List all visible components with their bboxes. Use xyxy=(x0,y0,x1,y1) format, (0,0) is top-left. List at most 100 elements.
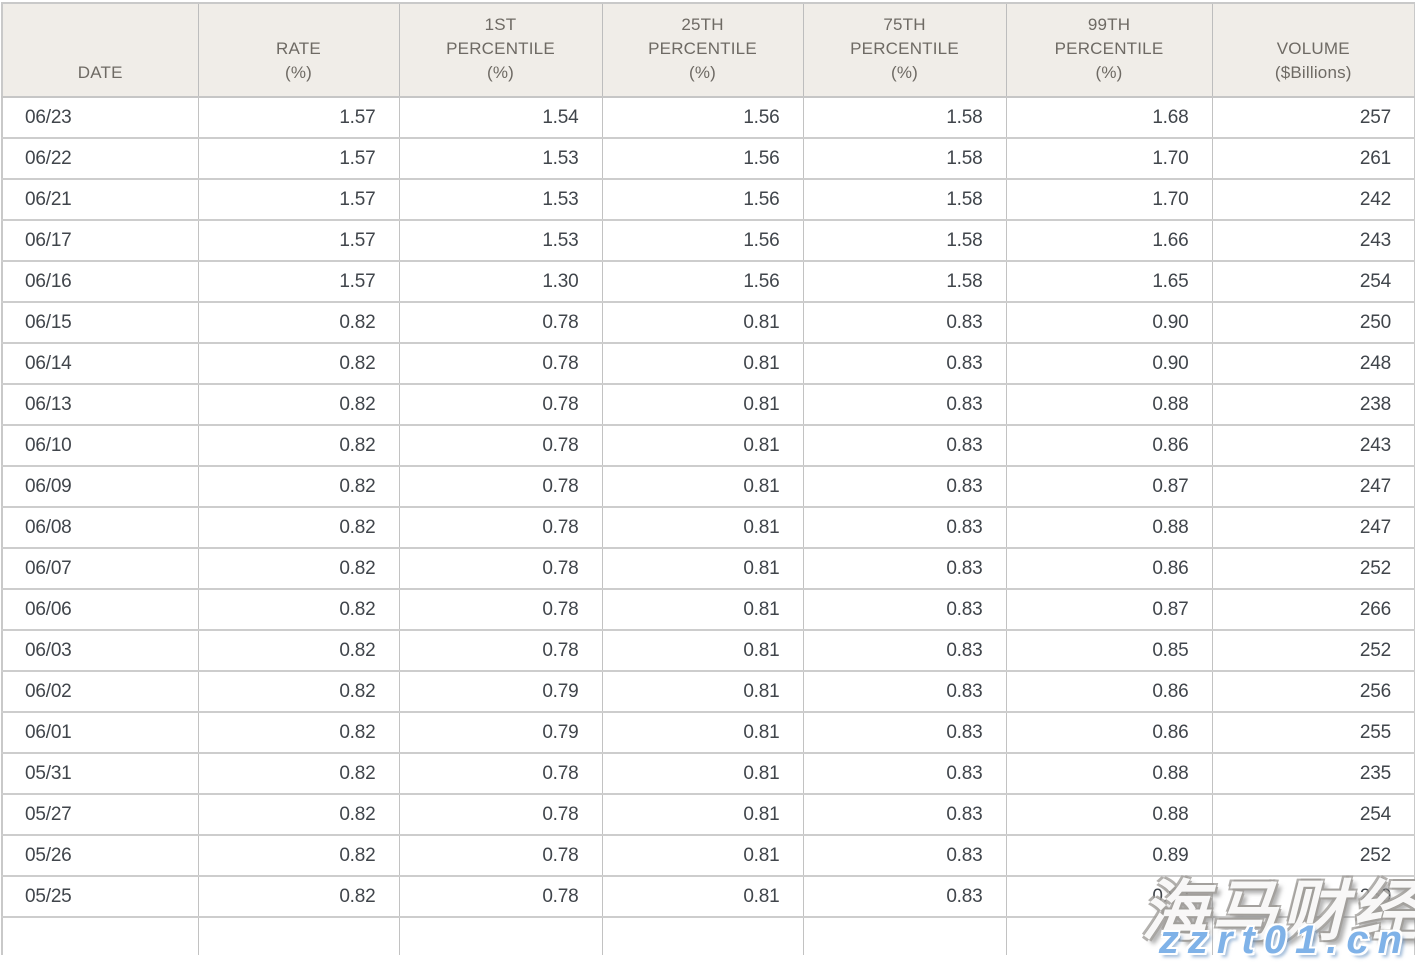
cell-date: 06/03 xyxy=(1,630,199,672)
table-row: 06/15 0.82 0.78 0.81 0.83 0.90 250 xyxy=(1,302,1415,344)
cell-p99: 0.88 xyxy=(1005,753,1213,795)
column-header-p25-line: (%) xyxy=(688,63,717,82)
cell-date: 05/31 xyxy=(1,753,199,795)
cell-p25-empty xyxy=(601,917,804,955)
cell-rate: 0.82 xyxy=(197,302,400,344)
cell-p75: 0.83 xyxy=(802,794,1007,836)
cell-rate: 0.82 xyxy=(197,589,400,631)
cell-rate: 1.57 xyxy=(197,261,400,303)
cell-p99: 0.90 xyxy=(1005,302,1213,344)
cell-p99: 0.88 xyxy=(1005,507,1213,549)
column-header-p01-line: 1ST xyxy=(484,15,517,34)
cell-rate: 1.57 xyxy=(197,97,400,139)
column-header-rate-line: RATE xyxy=(276,39,321,58)
cell-rate: 0.82 xyxy=(197,630,400,672)
cell-volume: 247 xyxy=(1211,507,1415,549)
cell-date: 06/10 xyxy=(1,425,199,467)
cell-p75: 0.83 xyxy=(802,671,1007,713)
cell-date: 06/13 xyxy=(1,384,199,426)
cell-date: 06/17 xyxy=(1,220,199,262)
cell-volume-empty xyxy=(1211,917,1415,955)
cell-date-empty xyxy=(1,917,199,955)
table-row: 06/17 1.57 1.53 1.56 1.58 1.66 243 xyxy=(1,220,1415,262)
cell-volume: 261 xyxy=(1211,138,1415,180)
cell-p25: 1.56 xyxy=(601,138,804,180)
cell-p25: 0.81 xyxy=(601,712,804,754)
column-header-p25: 25TH PERCENTILE (%) xyxy=(601,2,804,98)
cell-rate: 0.82 xyxy=(197,548,400,590)
table-row: 06/21 1.57 1.53 1.56 1.58 1.70 242 xyxy=(1,179,1415,221)
cell-p75: 0.83 xyxy=(802,466,1007,508)
cell-rate: 0.82 xyxy=(197,466,400,508)
cell-p75: 0.83 xyxy=(802,548,1007,590)
cell-rate: 1.57 xyxy=(197,179,400,221)
column-header-p99-line: 99TH xyxy=(1087,15,1131,34)
cell-p25: 1.56 xyxy=(601,179,804,221)
cell-rate: 0.82 xyxy=(197,753,400,795)
cell-p01: 0.78 xyxy=(398,384,603,426)
cell-p99: 0.90 xyxy=(1005,343,1213,385)
column-header-p75: 75TH PERCENTILE (%) xyxy=(802,2,1007,98)
cell-date: 06/22 xyxy=(1,138,199,180)
cell-p01: 0.78 xyxy=(398,425,603,467)
cell-p01: 0.78 xyxy=(398,589,603,631)
cell-p25: 0.81 xyxy=(601,753,804,795)
cell-p75: 0.83 xyxy=(802,425,1007,467)
cell-p25: 0.81 xyxy=(601,384,804,426)
cell-p01: 1.54 xyxy=(398,97,603,139)
cell-p99: 0.87 xyxy=(1005,589,1213,631)
column-header-p75-line: PERCENTILE xyxy=(850,39,959,58)
cell-p25: 0.81 xyxy=(601,343,804,385)
column-header-p01-line: (%) xyxy=(486,63,515,82)
table-row: 06/09 0.82 0.78 0.81 0.83 0.87 247 xyxy=(1,466,1415,508)
cell-volume: 238 xyxy=(1211,384,1415,426)
cell-volume: 235 xyxy=(1211,753,1415,795)
cell-p25: 0.81 xyxy=(601,302,804,344)
cell-p75: 0.83 xyxy=(802,630,1007,672)
cell-p01: 0.78 xyxy=(398,343,603,385)
cell-p25: 0.81 xyxy=(601,589,804,631)
cell-p75: 1.58 xyxy=(802,261,1007,303)
column-header-p99-line: PERCENTILE xyxy=(1054,39,1164,58)
table-header: DATE RATE (%) 1ST PERCENTILE (%) 25TH PERCENTIL… xyxy=(1,2,1415,98)
cell-volume: 252 xyxy=(1211,548,1415,590)
table-row: 06/02 0.82 0.79 0.81 0.83 0.86 256 xyxy=(1,671,1415,713)
cell-volume: 242 xyxy=(1211,179,1415,221)
cell-rate: 0.82 xyxy=(197,671,400,713)
table-row: 05/25 0.82 0.78 0.81 0.83 0.89 260 xyxy=(1,876,1415,918)
column-header-p25-line: PERCENTILE xyxy=(648,39,757,58)
cell-p01: 1.53 xyxy=(398,179,603,221)
cell-p25: 0.81 xyxy=(601,425,804,467)
column-header-p99: 99TH PERCENTILE (%) xyxy=(1005,2,1213,98)
cell-p99: 0.89 xyxy=(1005,835,1213,877)
cell-p99: 1.70 xyxy=(1005,179,1213,221)
cell-p75: 1.58 xyxy=(802,179,1007,221)
column-header-p25-line: 25TH xyxy=(681,15,724,34)
cell-p99: 1.68 xyxy=(1005,97,1213,139)
cell-p25: 1.56 xyxy=(601,261,804,303)
cell-volume: 266 xyxy=(1211,589,1415,631)
cell-volume: 254 xyxy=(1211,794,1415,836)
cell-p75: 0.83 xyxy=(802,302,1007,344)
cell-p75: 0.83 xyxy=(802,589,1007,631)
table-row: 06/23 1.57 1.54 1.56 1.58 1.68 257 xyxy=(1,97,1415,139)
cell-p75-empty xyxy=(802,917,1007,955)
cell-p25: 1.56 xyxy=(601,97,804,139)
cell-rate-empty xyxy=(197,917,400,955)
cell-p01: 0.79 xyxy=(398,712,603,754)
cell-p25: 0.81 xyxy=(601,835,804,877)
cell-p99: 1.70 xyxy=(1005,138,1213,180)
cell-p01: 1.53 xyxy=(398,138,603,180)
cell-p01: 0.78 xyxy=(398,302,603,344)
cell-p25: 0.81 xyxy=(601,507,804,549)
cell-p01-empty xyxy=(398,917,603,955)
cell-rate: 0.82 xyxy=(197,794,400,836)
cell-volume: 252 xyxy=(1211,835,1415,877)
table-row: 06/03 0.82 0.78 0.81 0.83 0.85 252 xyxy=(1,630,1415,672)
cell-volume: 243 xyxy=(1211,220,1415,262)
cell-p01: 0.78 xyxy=(398,548,603,590)
cell-p99: 0.89 xyxy=(1005,876,1213,918)
column-header-date: DATE xyxy=(1,2,199,98)
